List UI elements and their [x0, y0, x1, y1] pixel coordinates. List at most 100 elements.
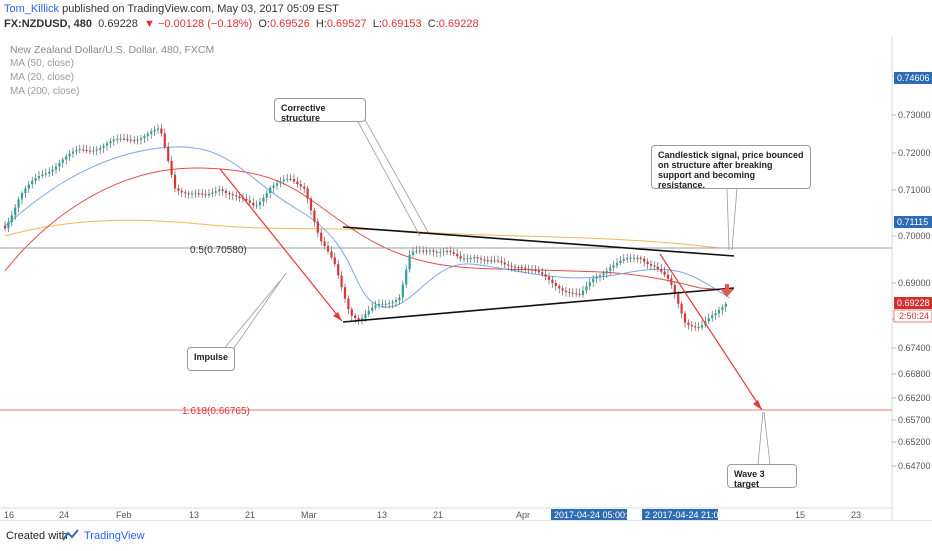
candle-body [31, 180, 34, 185]
candle-body [700, 325, 704, 328]
candle-body [197, 193, 200, 195]
candle-body [235, 195, 238, 197]
candle-body [61, 159, 64, 163]
candle-body [653, 265, 656, 267]
badge-top-price-text: 0.74606 [897, 73, 930, 83]
candle-body [629, 257, 632, 259]
chart-header: Tom_Killick published on TradingView.com… [0, 0, 932, 36]
time-axis[interactable]: 16 24 Feb 13 21 Mar 13 21 Apr 2017-04-24 05:00:00… [4, 509, 861, 520]
price-change: ▼ −0.00128 (−0.18%) [144, 18, 253, 30]
candle-body [27, 184, 30, 189]
candle-body [228, 192, 231, 195]
tradingview-brand-link[interactable]: TradingView [84, 530, 145, 542]
candle-body [680, 303, 683, 314]
price-tick-label: 0.67400 [898, 343, 931, 353]
candle-body [367, 310, 370, 315]
legend-ma200[interactable]: MA (200, close) [10, 86, 80, 97]
resistance-trendline[interactable] [342, 226, 735, 257]
candle-body [122, 138, 126, 140]
candle-body [160, 128, 163, 134]
candle-body [296, 181, 299, 185]
callout-impulse-pointer-b [221, 280, 281, 352]
candle-body [595, 276, 598, 279]
candle-body [48, 171, 51, 174]
footer: Created with TradingView [0, 520, 932, 551]
support-trendline[interactable] [342, 287, 735, 323]
candle-body [187, 193, 190, 195]
candle-body [248, 200, 251, 203]
candle-body [391, 301, 394, 304]
candle-body [350, 309, 353, 316]
candle-body [388, 303, 391, 305]
candle-body [588, 282, 591, 287]
callout-corrective-pointer-a [363, 117, 429, 233]
legend-ma20[interactable]: MA (20, close) [10, 72, 74, 83]
candle-body [258, 201, 262, 206]
price-tick-label: 0.66200 [898, 393, 931, 403]
candle-body [136, 139, 139, 141]
callout-wave3[interactable]: Wave 3 target [727, 464, 797, 489]
candle-body [7, 222, 10, 229]
candle-body [163, 133, 166, 148]
callout-corrective[interactable]: Corrective structure [274, 98, 366, 123]
candle-body [126, 139, 129, 141]
candle-body [262, 197, 265, 202]
candle-body [167, 147, 170, 161]
author-link[interactable]: Tom_Killick [4, 3, 60, 15]
candle-body [292, 179, 296, 182]
candle-body [551, 279, 554, 283]
candle-body [3, 226, 7, 229]
candle-body [68, 153, 71, 157]
legend-title: New Zealand Dollar/U.S. Dollar, 480, FXC… [10, 44, 215, 56]
candle-body [707, 317, 710, 322]
candle-body [547, 276, 551, 280]
time-tick-label: 13 [377, 510, 387, 520]
candle-body [568, 291, 571, 293]
callout-impulse[interactable]: Impulse [187, 347, 235, 371]
candle-body [541, 272, 544, 275]
candle-body [394, 299, 398, 302]
price-tick-label: 0.65700 [898, 415, 931, 425]
wave3-arrow[interactable] [659, 253, 763, 411]
candle-body [609, 267, 612, 271]
candle-body [201, 193, 204, 195]
candle-body [670, 278, 673, 285]
price-tick-label: 0.69000 [898, 278, 931, 288]
candle-body [442, 251, 445, 253]
impulse-arrow[interactable] [219, 168, 343, 322]
badge-top-price [894, 72, 932, 84]
candle-body [459, 256, 462, 259]
price-chart[interactable]: 0.740000.730000.720000.710000.700000.690… [0, 36, 932, 520]
candle-body [82, 149, 85, 151]
last-price: 0.69228 [98, 18, 138, 30]
candle-body [224, 190, 228, 193]
time-tick-label: 24 [59, 510, 69, 520]
candle-body [143, 136, 146, 139]
candle-body [156, 128, 160, 130]
candle-body [486, 260, 489, 262]
candle-body [313, 210, 316, 222]
price-axis[interactable]: 0.740000.730000.720000.710000.700000.690… [892, 71, 931, 471]
time-tick-label: 16 [4, 510, 14, 520]
candle-body [622, 259, 625, 261]
candle-body [360, 318, 364, 321]
price-tick-label: 0.73000 [898, 110, 931, 120]
legend-ma50[interactable]: MA (50, close) [10, 58, 74, 69]
time-tick-label: 15 [795, 510, 805, 520]
plot-area[interactable] [0, 36, 892, 508]
badge-countdown [893, 309, 932, 323]
candle-body [10, 215, 13, 223]
candle-body [337, 264, 340, 276]
time-tick-label: 23 [851, 510, 861, 520]
candle-body [146, 133, 149, 137]
candle-body [554, 282, 557, 286]
candle-body [204, 194, 207, 196]
candle-body [99, 147, 102, 150]
candle-body [449, 251, 452, 253]
fib-1.618-label: 1.618(0.66765) [182, 406, 250, 417]
candle-body [575, 293, 578, 295]
candle-body [660, 268, 663, 272]
candle-body [605, 270, 608, 274]
callout-signal[interactable]: Candlestick signal, price bounced on str… [651, 145, 811, 190]
candle-body [432, 250, 435, 252]
